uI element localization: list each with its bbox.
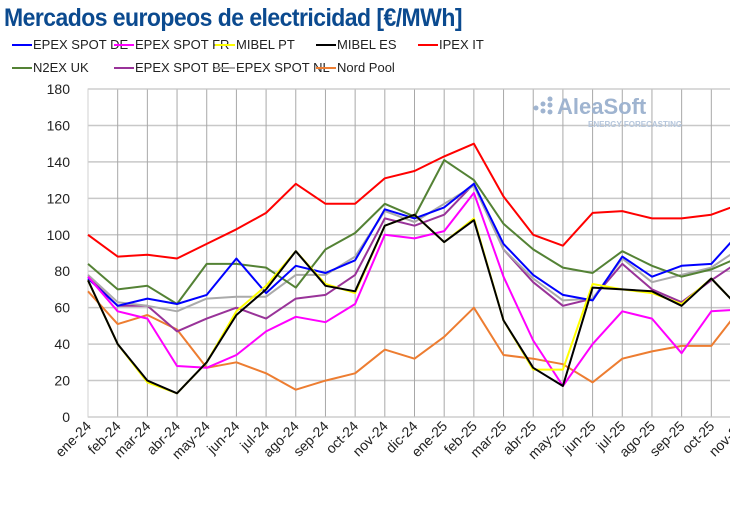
legend-label: IPEX IT	[439, 37, 484, 52]
series-line-mibel-es	[87, 213, 730, 395]
y-tick-label: 0	[62, 409, 70, 425]
legend-swatch	[418, 43, 438, 46]
legend-item: N2EX UK	[12, 60, 89, 75]
legend-swatch	[215, 43, 235, 46]
watermark-tagline: ENERGY FORECASTING	[588, 120, 682, 129]
series-line-ipex-it	[87, 142, 730, 260]
legend-item: EPEX SPOT NL	[215, 60, 330, 75]
y-tick-label: 120	[47, 190, 71, 206]
series-line-epex-spot-be	[87, 182, 730, 333]
y-tick-label: 160	[47, 117, 71, 133]
legend-item: EPEX SPOT DE	[12, 37, 128, 52]
watermark-logo-icon	[533, 105, 539, 111]
legend-swatch	[316, 66, 336, 69]
y-tick-label: 60	[54, 300, 70, 316]
y-tick-label: 100	[47, 227, 71, 243]
legend-label: MIBEL PT	[236, 37, 295, 52]
watermark-brand: AleaSoft	[557, 94, 647, 119]
legend-swatch	[316, 43, 336, 46]
legend-item: IPEX IT	[418, 37, 484, 52]
legend-label: EPEX SPOT BE	[135, 60, 230, 75]
series-line-epex-spot-fr	[87, 191, 730, 387]
y-tick-label: 140	[47, 154, 71, 170]
legend-label: EPEX SPOT DE	[33, 37, 129, 52]
legend-swatch	[12, 43, 32, 46]
grid	[87, 88, 730, 418]
legend-swatch	[215, 66, 235, 69]
y-tick-label: 20	[54, 373, 70, 389]
series-line-n2ex-uk	[87, 159, 730, 305]
legend-item: Nord Pool	[316, 60, 395, 75]
legend-label: MIBEL ES	[337, 37, 397, 52]
series-line-epex-spot-nl	[87, 184, 730, 313]
legend-swatch	[114, 66, 134, 69]
y-tick-label: 80	[54, 263, 70, 279]
legend-item: EPEX SPOT BE	[114, 60, 229, 75]
chart-title: Mercados europeos de electricidad [€/MWh…	[4, 4, 462, 32]
plot-area	[87, 88, 730, 418]
legend-label: Nord Pool	[337, 60, 395, 75]
y-tick-label: 40	[54, 336, 70, 352]
legend-label: EPEX SPOT NL	[236, 60, 330, 75]
x-tick-label: jun-24	[203, 418, 243, 458]
y-tick-label: 180	[47, 81, 71, 97]
legend-item: MIBEL PT	[215, 37, 295, 52]
series-line-nord-pool	[87, 290, 730, 391]
legend-item: MIBEL ES	[316, 37, 396, 52]
legend-swatch	[12, 66, 32, 69]
watermark: AleaSoft ENERGY FORECASTING	[533, 94, 682, 129]
legend-item: EPEX SPOT FR	[114, 37, 229, 52]
series-line-epex-spot-de	[87, 182, 730, 307]
x-tick-label: jun-25	[559, 418, 599, 458]
legend-swatch	[114, 43, 134, 46]
legend-label: EPEX SPOT FR	[135, 37, 230, 52]
legend-label: N2EX UK	[33, 60, 89, 75]
x-tick-label: ene-24	[52, 418, 94, 460]
